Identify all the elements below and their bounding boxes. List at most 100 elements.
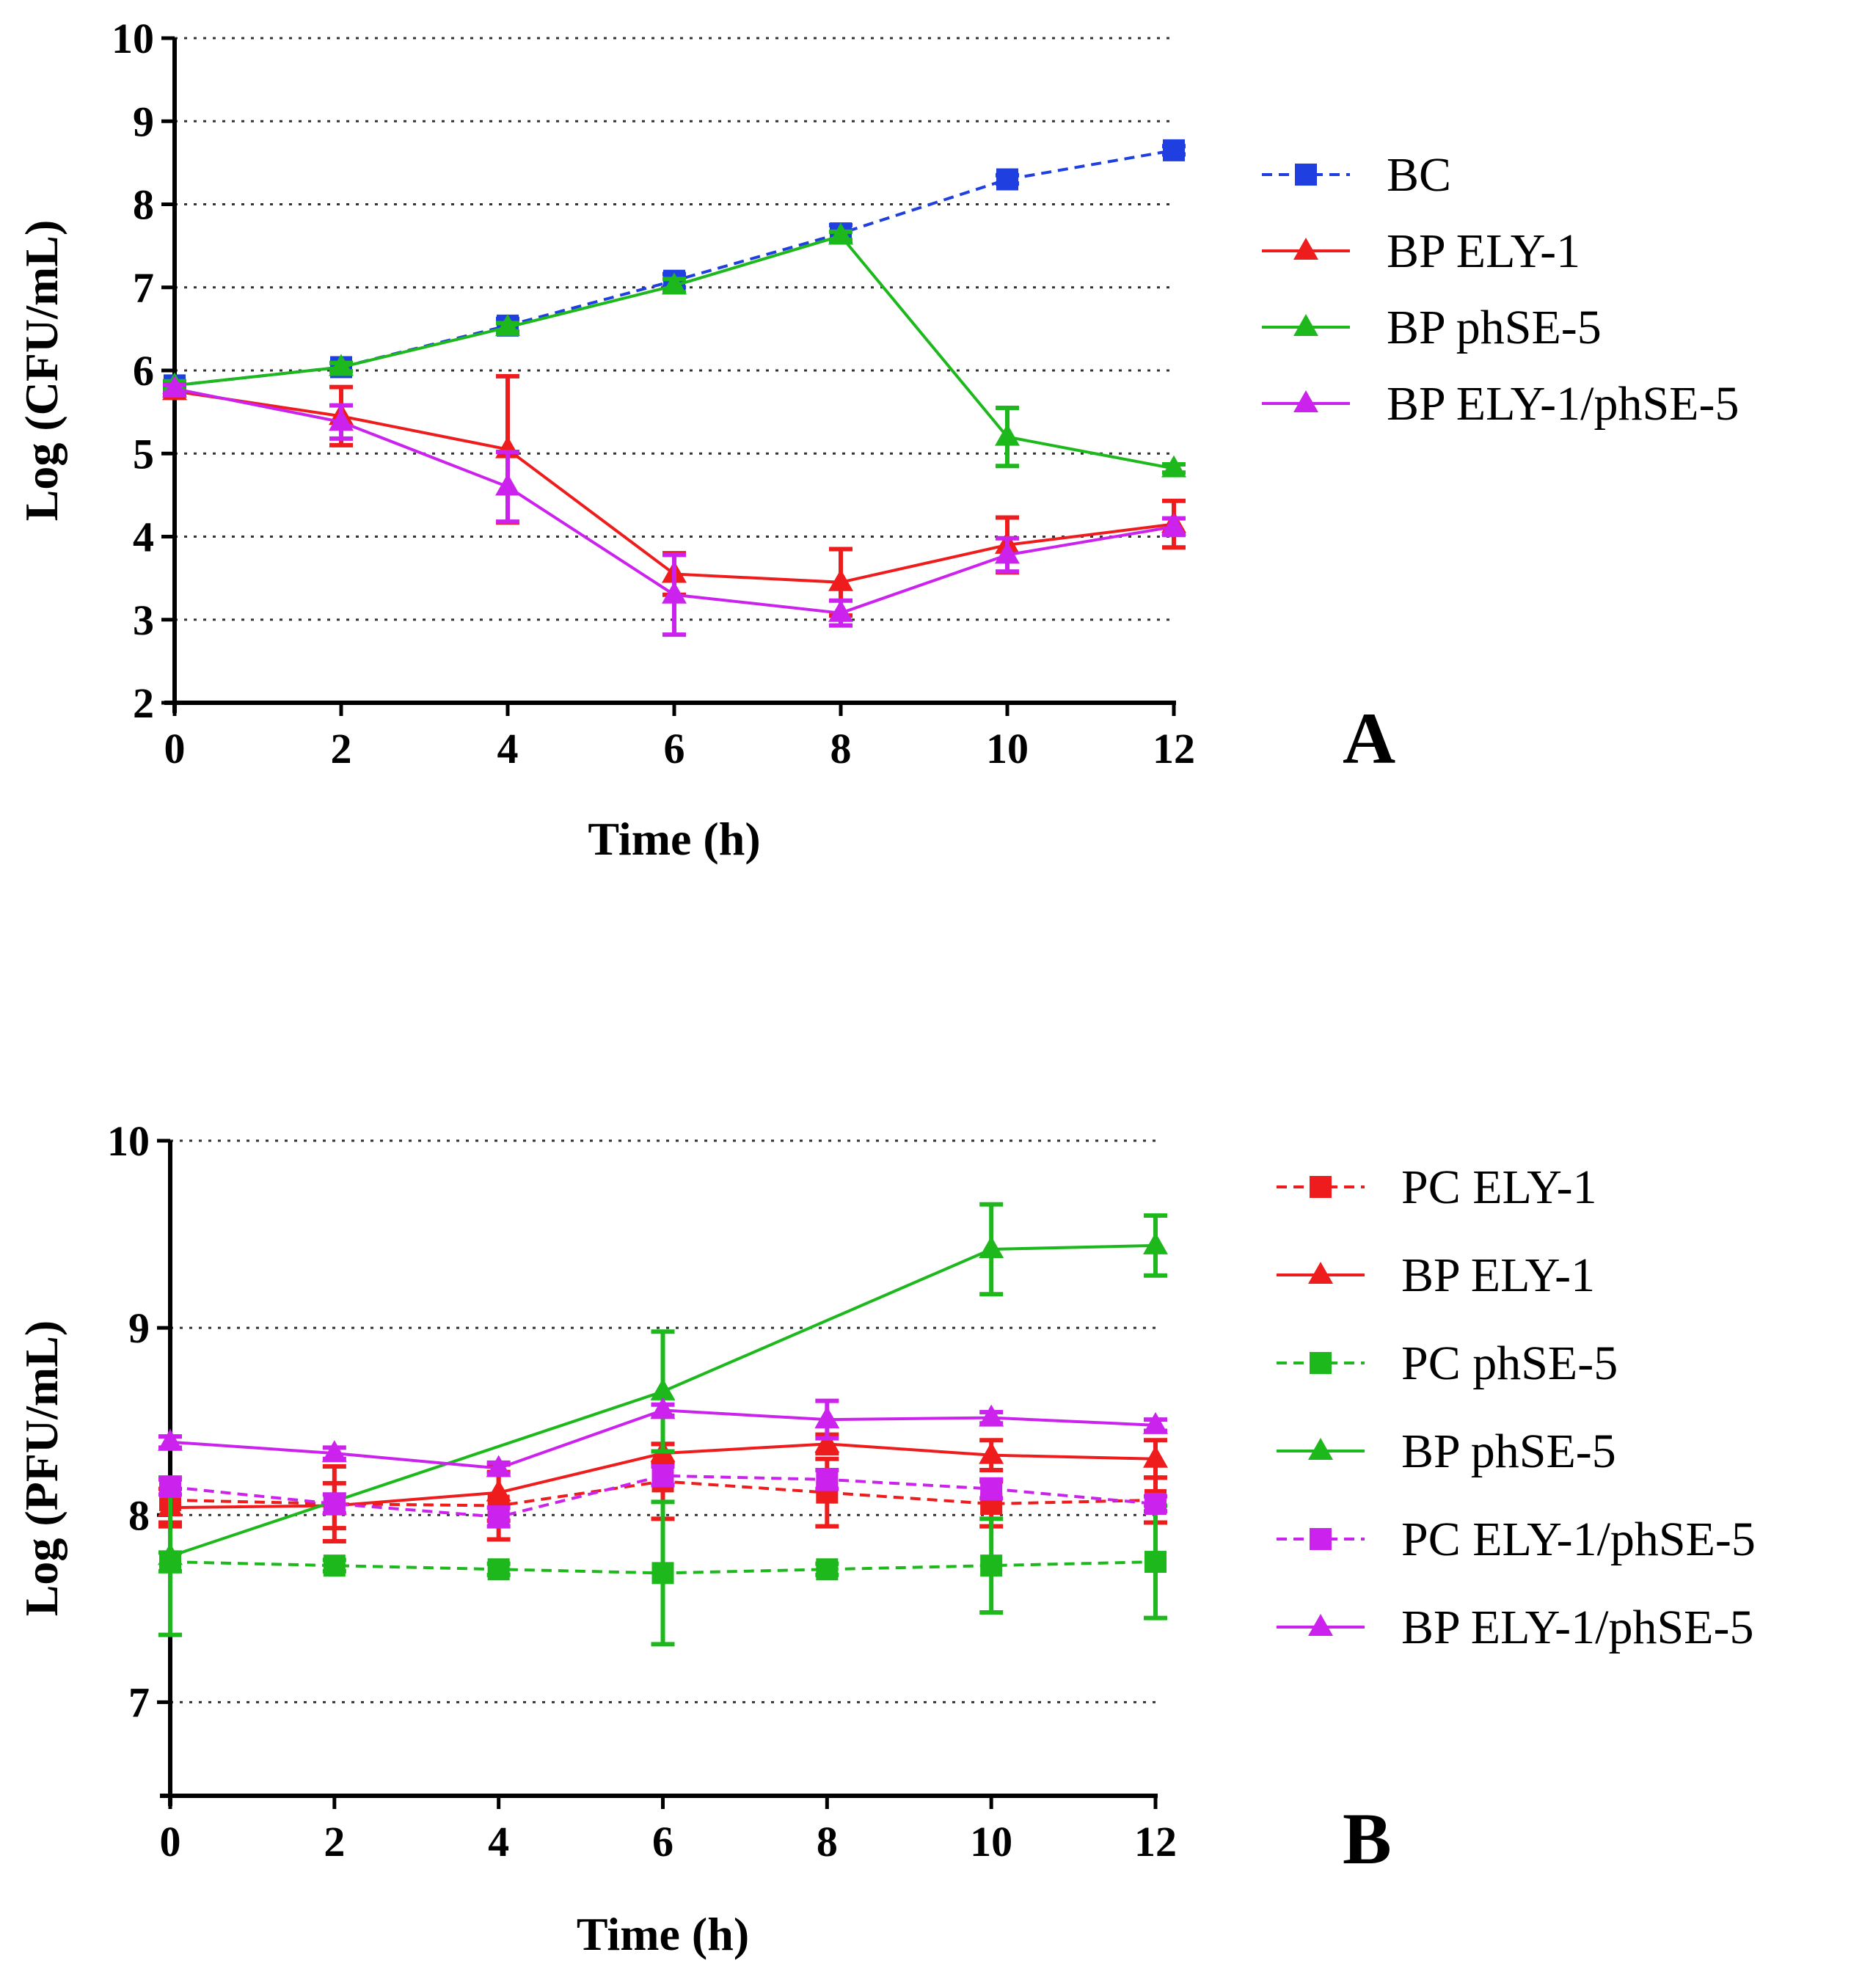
panel-a-point-bp-ely-1-phse-5-t0 <box>162 375 187 398</box>
panel-b-point-pc-ely-1-phse-5-t10 <box>979 1477 1004 1501</box>
panel-b-legend-item-bp-ely-1: BP ELY-1 <box>1277 1249 1595 1302</box>
panel-b-point-bp-ely-1-phse-5-t12 <box>1143 1411 1168 1434</box>
panel-a-x-axis-title: Time (h) <box>588 813 760 865</box>
panel-a-point-bc-t12 <box>1162 139 1186 161</box>
panel-a-point-bp-phse-5-t4 <box>495 314 520 337</box>
panel-b-point-bp-ely-1-phse-5-t6 <box>650 1397 676 1419</box>
panel-b-legend-item-bp-ely-1-phse-5: BP ELY-1/phSE-5 <box>1277 1601 1753 1654</box>
panel-b-point-pc-phse-5-t2 <box>322 1554 346 1577</box>
panel-b-point-pc-ely-1-phse-5-t2 <box>322 1492 346 1516</box>
panel-b-point-pc-ely-1-phse-5-marker <box>816 1468 839 1491</box>
panel-b-legend-item-pc-ely-1: PC ELY-1 <box>1277 1161 1597 1214</box>
panel-a-x-tick-label-12: 12 <box>1153 725 1195 772</box>
panel-b-legend-label-pc-ely-1-phse-5: PC ELY-1/phSE-5 <box>1401 1513 1756 1566</box>
panel-b-label: B <box>1343 1798 1392 1879</box>
panel-b-legend-marker <box>1308 1614 1333 1636</box>
panel-b-legend-item-pc-phse-5: PC phSE-5 <box>1277 1337 1618 1390</box>
panel-b-point-bp-phse-5-t6 <box>650 1329 676 1454</box>
panel-b-series-bp-phse-5 <box>158 1202 1168 1637</box>
panel-b-y-tick-label-7: 7 <box>128 1678 150 1726</box>
panel-a-x-tick-label-10: 10 <box>986 725 1029 772</box>
panel-a-point-bp-ely-1-marker <box>828 569 853 591</box>
panel-a-point-bp-ely-1-phse-5-marker <box>1161 513 1186 536</box>
panel-b-chart: 7 8 9 10 0 2 4 6 8 10 12 Time (h) Log (PFU/mL) PC ELY… <box>15 1117 1756 1960</box>
panel-b-series-line-bp-phse-5 <box>169 1243 1156 1558</box>
panel-b-point-pc-phse-5-marker <box>980 1554 1003 1577</box>
panel-a-y-tick-label-10: 10 <box>112 15 154 62</box>
panel-a-point-bp-ely-1-phse-5-marker <box>662 581 687 604</box>
panel-b-x-tick-label-8: 8 <box>817 1818 838 1865</box>
panel-a-point-bp-ely-1-phse-5-marker <box>995 541 1020 564</box>
panel-a-point-bp-ely-1-phse-5-marker <box>495 473 520 496</box>
panel-a-x-tick-label-2: 2 <box>331 725 352 772</box>
panel-b-point-pc-ely-1-phse-5-marker <box>651 1464 674 1487</box>
panel-b-point-pc-phse-5-marker <box>651 1562 674 1585</box>
panel-b-point-pc-ely-1-phse-5-marker <box>1144 1492 1167 1515</box>
panel-b-point-bp-ely-1-phse-5-t8 <box>814 1398 840 1441</box>
panel-a-y-tick-label-9: 9 <box>133 98 154 145</box>
panel-b-legend-item-bp-phse-5: BP phSE-5 <box>1277 1425 1616 1478</box>
panel-a-point-bp-phse-5-t8 <box>828 222 853 245</box>
panel-b-y-tick-label-10: 10 <box>107 1117 150 1165</box>
panel-b-point-pc-phse-5-marker <box>323 1554 346 1577</box>
panel-b-point-pc-ely-1-phse-5-marker <box>323 1492 346 1515</box>
panel-a-y-tick-label-2: 2 <box>133 679 154 727</box>
panel-a-legend-item-bp-ely-1: BP ELY-1 <box>1262 224 1580 278</box>
panel-b-point-pc-ely-1-phse-5-t0 <box>158 1476 182 1499</box>
panel-b-point-bp-ely-1-t12 <box>1143 1438 1168 1480</box>
panel-a-y-tick-label-6: 6 <box>133 347 154 395</box>
panel-a-legend-marker <box>1295 164 1317 186</box>
panel-b-point-bp-ely-1-phse-5-marker <box>814 1406 840 1429</box>
panel-a-legend-label-bp-phse-5: BP phSE-5 <box>1387 301 1602 354</box>
panel-b-point-pc-ely-1-phse-5-t6 <box>651 1463 675 1488</box>
panel-b-point-pc-phse-5-t10 <box>979 1516 1004 1615</box>
panel-a-series-bp-phse-5 <box>162 222 1186 478</box>
panel-a-point-bp-ely-1-phse-5-marker <box>828 599 853 622</box>
panel-b-point-bp-phse-5-marker <box>650 1378 676 1400</box>
panel-b-point-bp-ely-1-phse-5-marker <box>486 1455 511 1477</box>
panel-b-point-bp-ely-1-phse-5-marker <box>650 1397 676 1419</box>
panel-a-y-tick-label-8: 8 <box>133 181 154 229</box>
panel-a-y-tick-label-3: 3 <box>133 596 154 644</box>
panel-a-point-bp-phse-5-marker <box>1161 455 1186 478</box>
panel-a-point-bp-phse-5-marker <box>329 354 354 376</box>
panel-a-point-bp-ely-1-phse-5-marker <box>162 375 187 398</box>
panel-b-point-pc-phse-5-marker <box>487 1558 510 1581</box>
panel-b-legend-marker <box>1310 1528 1332 1550</box>
panel-a-point-bp-ely-1-phse-5-t6 <box>662 552 687 637</box>
panel-a-point-bp-ely-1-phse-5-t12 <box>1161 513 1186 538</box>
panel-b-x-tick-label-12: 12 <box>1134 1818 1177 1865</box>
panel-a-y-axis-title: Log (CFU/mL) <box>15 220 67 522</box>
panel-b-series-pc-phse-5 <box>158 1499 1167 1647</box>
panel-a-point-bp-phse-5-marker <box>828 222 853 245</box>
panel-b-point-pc-ely-1-phse-5-t12 <box>1144 1492 1167 1515</box>
panel-a-legend-label-bp-ely-1-phse-5: BP ELY-1/phSE-5 <box>1387 377 1739 431</box>
panel-a-y-tick-label-4: 4 <box>133 514 154 561</box>
panel-a-point-bp-ely-1-phse-5-t8 <box>828 598 853 628</box>
panel-a-point-bp-ely-1-phse-5-marker <box>329 409 354 431</box>
panel-a-point-bc-marker <box>1163 139 1185 161</box>
panel-b-point-bp-ely-1-marker <box>979 1441 1004 1464</box>
panel-b-y-axis-title: Log (PFU/mL) <box>15 1320 67 1617</box>
panel-a-legend-marker <box>1293 314 1318 336</box>
panel-a-point-bp-ely-1-phse-5-t2 <box>329 403 354 441</box>
panel-b-point-bp-phse-5-marker <box>158 1543 183 1565</box>
panel-b-x-tick-label-10: 10 <box>970 1818 1012 1865</box>
panel-a-point-bc-t10 <box>996 168 1019 191</box>
panel-a-legend-marker <box>1293 390 1318 412</box>
panel-a-x-tick-label-0: 0 <box>164 725 186 772</box>
panel-a-series-line-bc <box>174 148 1175 387</box>
panel-b-point-bp-ely-1-phse-5-marker <box>1143 1411 1168 1434</box>
panel-a-point-bp-phse-5-t6 <box>662 272 687 295</box>
panel-a-point-bp-phse-5-marker <box>995 423 1020 446</box>
panel-b-point-pc-phse-5-marker <box>816 1558 839 1581</box>
panel-b-point-bp-ely-1-marker <box>486 1479 511 1502</box>
panel-a-legend-item-bp-phse-5: BP phSE-5 <box>1262 301 1602 354</box>
panel-a-point-bp-phse-5-t2 <box>329 354 354 376</box>
panel-a-x-tick-label-6: 6 <box>664 725 685 772</box>
panel-b-point-bp-phse-5-t10 <box>979 1202 1004 1297</box>
panel-b-point-pc-ely-1-phse-5-marker <box>980 1477 1003 1500</box>
panel-b-legend-marker <box>1308 1438 1333 1460</box>
